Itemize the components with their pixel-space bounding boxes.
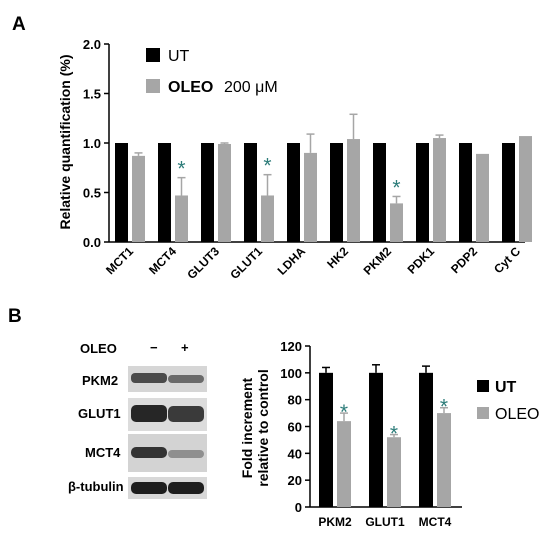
bar-oleo — [132, 155, 145, 242]
bar-ut — [369, 372, 383, 507]
panel-a-label: A — [12, 14, 26, 35]
significance-marker: * — [392, 176, 400, 199]
significance-marker: * — [177, 158, 185, 181]
y-tick-label: 100 — [280, 366, 302, 381]
category-label: PDP2 — [448, 244, 480, 276]
blot-strip-pkm2 — [128, 366, 207, 392]
y-tick-label: 0.0 — [83, 235, 101, 250]
blot-minus-label: − — [150, 340, 158, 355]
panel-a-category-labels: MCT1 MCT4 GLUT3 GLUT1 LDHA HK2 PKM2 PDK1 PDP2 Cyt… — [103, 244, 523, 282]
bar-ut — [201, 143, 214, 242]
significance-marker: * — [340, 401, 348, 424]
legend-label-ut: UT — [168, 48, 190, 65]
bar-ut — [373, 143, 386, 242]
bar-oleo — [390, 203, 403, 242]
bar-ut — [330, 143, 343, 242]
significance-marker: * — [440, 396, 448, 419]
panel-b-y-ticks: 0 20 40 60 80 100 120 — [280, 339, 310, 515]
blot-row-label: GLUT1 — [78, 406, 121, 421]
category-label: MCT4 — [146, 244, 179, 277]
blot-strip-glut1 — [128, 398, 207, 431]
panel-b-bars: * * * — [319, 364, 451, 507]
category-label: Cyt C — [491, 244, 523, 276]
y-tick-label: 1.5 — [83, 87, 101, 102]
panel-b-chart: 0 20 40 60 80 100 120 * * * PKM2 GLUT1 MCT4 Fold i… — [239, 339, 539, 529]
bar-ut — [419, 372, 433, 507]
category-label: MCT4 — [419, 515, 452, 529]
category-label: PDK1 — [405, 244, 438, 277]
bar-oleo — [519, 136, 532, 242]
blot-plus-label: + — [181, 340, 189, 355]
bar-ut — [502, 143, 515, 242]
category-label: HK2 — [324, 244, 351, 271]
bar-oleo — [347, 139, 360, 242]
panel-a-chart: 0.0 0.5 1.0 1.5 2.0 * * * MCT1 MCT4 GLUT3 GLUT1 LD… — [57, 37, 532, 282]
bar-ut — [319, 372, 333, 507]
bar-oleo — [175, 195, 188, 242]
blot-strip-mct4 — [128, 434, 207, 472]
legend-label-oleo: OLEO — [495, 406, 539, 423]
panel-b-category-labels: PKM2 GLUT1 MCT4 — [318, 515, 451, 529]
category-label: GLUT1 — [227, 244, 265, 282]
panel-b-label: B — [8, 306, 22, 327]
western-blot: OLEO − + PKM2 GLUT1 MCT4 β-tubulin — [68, 340, 207, 499]
bar-ut — [287, 143, 300, 242]
bar-ut — [416, 143, 429, 242]
legend-swatch-ut — [146, 48, 160, 62]
panel-b-y-axis-label-line2: relative to control — [255, 369, 271, 486]
y-tick-label: 120 — [280, 339, 302, 354]
bar-oleo — [304, 152, 317, 242]
category-label: MCT1 — [103, 244, 136, 277]
blot-row-label: PKM2 — [82, 373, 118, 388]
bar-oleo — [261, 195, 274, 242]
y-tick-label: 20 — [288, 473, 302, 488]
y-tick-label: 60 — [288, 420, 302, 435]
y-tick-label: 80 — [288, 393, 302, 408]
legend-swatch-ut — [477, 380, 489, 392]
y-tick-label: 40 — [288, 446, 302, 461]
bar-oleo — [218, 143, 231, 242]
legend-label-ut: UT — [495, 379, 517, 396]
blot-row-label: β-tubulin — [68, 479, 124, 494]
y-tick-label: 0.5 — [83, 186, 101, 201]
bar-oleo — [337, 421, 351, 507]
legend-label-oleo-dose: 200 μM — [224, 79, 278, 96]
category-label: PKM2 — [361, 244, 395, 278]
legend-swatch-oleo — [146, 79, 160, 93]
category-label: GLUT1 — [365, 515, 405, 529]
panel-a-y-axis-label: Relative quantification (%) — [57, 54, 73, 229]
bar-ut — [158, 143, 171, 242]
y-tick-label: 1.0 — [83, 136, 101, 151]
bar-oleo — [476, 153, 489, 242]
y-tick-label: 0 — [295, 500, 302, 515]
legend-label-oleo: OLEO — [168, 79, 213, 96]
bar-oleo — [433, 138, 446, 242]
bar-oleo — [437, 413, 451, 507]
category-label: PKM2 — [318, 515, 352, 529]
blot-treatment-label: OLEO — [80, 341, 117, 356]
bar-ut — [459, 143, 472, 242]
significance-marker: * — [390, 423, 398, 446]
blot-row-label: MCT4 — [85, 445, 121, 460]
category-label: LDHA — [275, 244, 309, 278]
legend-swatch-oleo — [477, 407, 489, 419]
bar-oleo — [387, 437, 401, 507]
bar-ut — [244, 143, 257, 242]
panel-a-y-ticks: 0.0 0.5 1.0 1.5 2.0 — [83, 37, 109, 250]
y-tick-label: 2.0 — [83, 37, 101, 52]
panel-a-bars: * * * — [115, 113, 532, 242]
significance-marker: * — [263, 155, 271, 178]
blot-strip-beta-tubulin — [128, 477, 207, 499]
bar-ut — [115, 143, 128, 242]
category-label: GLUT3 — [184, 244, 222, 282]
panel-b-y-axis-label-line1: Fold increment — [239, 377, 255, 478]
